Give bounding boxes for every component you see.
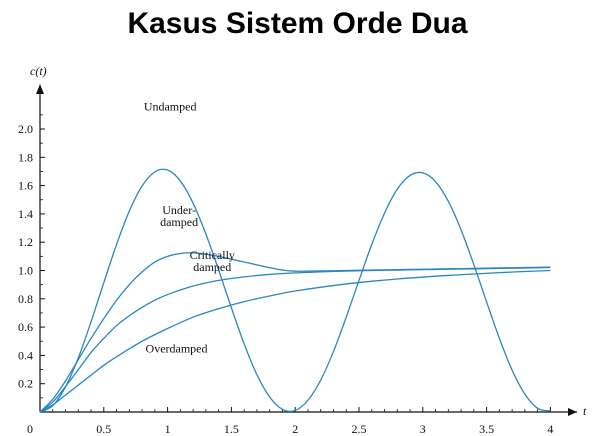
- curve-annotations: UndampedUnder-dampedCriticallydampedOver…: [144, 100, 235, 356]
- series-line-critically-damped: [39, 266, 551, 413]
- x-axis-label: t: [583, 404, 587, 418]
- y-tick-label: 1.2: [18, 235, 33, 249]
- y-tick-label: 1.8: [18, 150, 33, 164]
- x-tick-label: 0.5: [96, 422, 111, 436]
- axes: [36, 84, 577, 416]
- x-axis-arrow: [568, 408, 577, 416]
- y-tick-label: 0.4: [18, 348, 33, 362]
- slide-title: Kasus Sistem Orde Dua: [127, 7, 468, 40]
- y-axis-label: c(t): [30, 64, 47, 78]
- x-tick-label: 0: [27, 422, 33, 436]
- series-line-overdamped: [39, 269, 551, 413]
- annotation-label: Under-: [162, 203, 196, 217]
- y-tick-label: 1.0: [18, 264, 33, 278]
- series-line-under-damped: [39, 252, 551, 413]
- annotation-label: damped: [160, 215, 198, 229]
- x-tick-label: 1: [165, 422, 171, 436]
- y-tick-label: 0.8: [18, 292, 33, 306]
- tick-marks: [40, 114, 551, 412]
- x-tick-label: 4: [547, 422, 553, 436]
- annotation-label: damped: [193, 260, 231, 274]
- tick-labels: 0 0.5 1 1.5 2 2.5 3 3.5 4 0.2 0.4 0.6 0.8 1.0 1.2 1.4 1.…: [18, 122, 553, 436]
- annotation-label: Overdamped: [146, 342, 208, 356]
- x-tick-label: 1.5: [224, 422, 239, 436]
- y-tick-label: 0.6: [18, 320, 33, 334]
- y-tick-label: 0.2: [18, 377, 33, 391]
- series-line-undamped: [39, 168, 551, 413]
- y-tick-label: 2.0: [18, 122, 33, 136]
- y-axis-arrow: [36, 84, 44, 94]
- x-tick-label: 3: [420, 422, 426, 436]
- y-tick-label: 1.6: [18, 179, 33, 193]
- x-tick-label: 2.5: [352, 422, 367, 436]
- x-tick-label: 3.5: [479, 422, 494, 436]
- annotation-label: Undamped: [144, 100, 197, 114]
- y-tick-label: 1.4: [18, 207, 33, 221]
- x-tick-label: 2: [292, 422, 298, 436]
- series-lines: [39, 168, 551, 413]
- annotation-label: Critically: [190, 248, 235, 262]
